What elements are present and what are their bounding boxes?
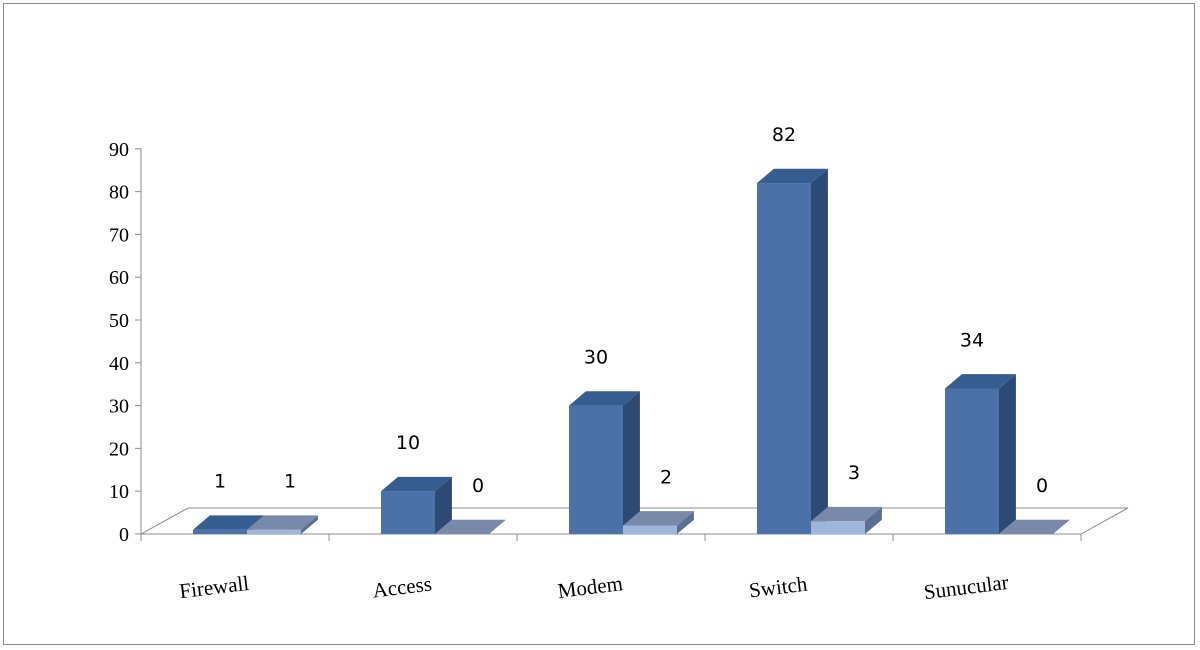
bar-firewall-s2-side: [301, 515, 318, 534]
x-tick-label: Firewall: [178, 571, 251, 603]
bars: [193, 168, 1070, 535]
bar-access-s1: [381, 476, 452, 534]
y-tick-label: 40: [109, 353, 129, 375]
bar-firewall-s2: [247, 515, 318, 534]
data-label: 30: [584, 347, 608, 369]
data-label: 0: [1036, 475, 1048, 497]
data-label: 10: [396, 432, 420, 454]
bar-switch-s2-top: [811, 506, 882, 522]
bar-modem-s2: [623, 511, 694, 534]
bar-sunucular-s1: [945, 374, 1016, 534]
y-tick-label: 80: [109, 182, 129, 204]
bar-sunucular-s1-side: [999, 374, 1016, 534]
x-tick-label: Modem: [556, 571, 624, 603]
y-tick-label: 30: [109, 396, 129, 418]
data-label: 3: [848, 462, 860, 484]
x-tick-label: Access: [371, 572, 433, 603]
bar-modem-s2-top: [623, 511, 694, 526]
bar-switch-s1-top: [757, 168, 828, 184]
bar-sunucular-s1-front: [945, 388, 999, 534]
data-label: 2: [660, 466, 672, 488]
bar-firewall-s2-front: [247, 529, 301, 534]
bar-firewall-s1-front: [193, 529, 247, 534]
y-tick-label: 50: [109, 310, 129, 332]
bar-switch-s2: [811, 506, 882, 534]
bar-switch-s1-side: [811, 168, 828, 535]
y-tick-label: 10: [109, 481, 129, 503]
bar-switch-s1: [757, 168, 828, 535]
bar-sunucular-s2: [999, 519, 1070, 534]
bar-switch-s1-front: [757, 183, 811, 535]
bar-modem-s1-side: [623, 391, 640, 534]
bar-access-s2: [435, 519, 506, 534]
y-tick-label: 60: [109, 267, 129, 289]
y-tick-label: 0: [119, 524, 129, 546]
y-tick-label: 20: [109, 438, 129, 460]
bar-modem-s2-side: [677, 511, 694, 534]
data-label: 1: [284, 471, 296, 493]
bar-modem-s1: [569, 391, 640, 534]
bar-access-s1-side: [435, 476, 452, 534]
bar-switch-s2-front: [811, 521, 865, 534]
y-tick-label: 90: [109, 139, 129, 161]
bar-firewall-s1-top: [193, 515, 264, 530]
bar-modem-s2-front: [623, 525, 677, 534]
bar-sunucular-s2-top: [999, 519, 1070, 534]
data-label: 82: [772, 124, 796, 146]
data-label: 0: [472, 475, 484, 497]
bar-modem-s1-front: [569, 405, 623, 534]
bar-access-s2-top: [435, 519, 506, 534]
bar-firewall-s2-top: [247, 515, 318, 530]
bar-sunucular-s1-top: [945, 374, 1016, 389]
bar-switch-s2-side: [865, 506, 882, 534]
bar-access-s1-front: [381, 491, 435, 534]
x-tick-label: Switch: [748, 572, 809, 603]
data-label: 34: [960, 329, 984, 351]
data-label: 1: [214, 471, 226, 493]
y-tick-label: 70: [109, 224, 129, 246]
chart-frame: 0 10 20 30 40 50 60 70 80 90 1 1 Firewall 10 0 Access 3…: [3, 3, 1195, 645]
x-tick-label: Sunucular: [922, 570, 1009, 604]
bar-access-s1-top: [381, 476, 452, 492]
bar-modem-s1-top: [569, 391, 640, 406]
